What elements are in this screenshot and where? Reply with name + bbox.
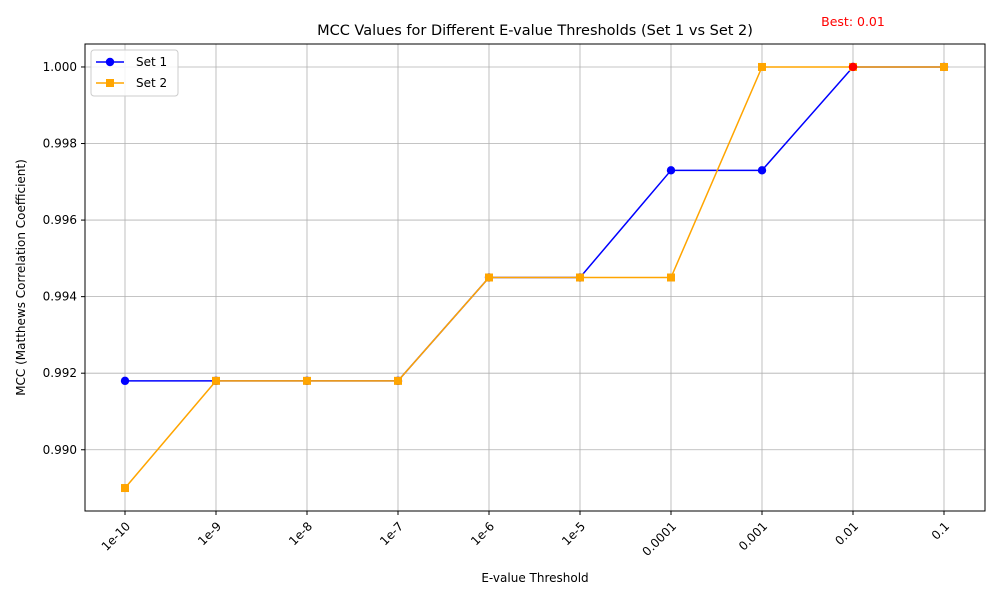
data-point [121,484,129,493]
series-line [124,66,944,489]
series-2 [121,62,948,493]
x-tick-label: 0.001 [736,519,770,553]
legend-marker [106,79,114,87]
x-tick-label: 1e-5 [559,519,588,548]
legend-item-2: Set 2 [96,76,167,90]
x-axis-label: E-value Threshold [481,571,588,585]
plot-area-frame [84,43,986,512]
y-tick-label: 0.994 [43,290,77,304]
data-point [758,62,766,71]
y-axis-label: MCC (Matthews Correlation Coefficient) [14,159,28,396]
best-annotation: Best: 0.01 [821,14,885,29]
chart-title: MCC Values for Different E-value Thresho… [317,23,753,39]
best-point [848,62,858,72]
x-tick-label: 1e-8 [286,519,315,548]
data-point [120,376,130,386]
x-tick-label: 1e-9 [195,519,224,548]
x-tick-label: 0.0001 [640,519,680,559]
y-tick-label: 0.998 [43,137,77,151]
data-point [666,166,676,175]
series-layer [120,62,949,493]
x-axis: 1e-10 1e-9 1e-8 1e-7 1e-6 1e-5 0.0001 0.001 0.01… [99,511,952,559]
series-1 [120,62,949,386]
legend-marker [105,57,115,67]
x-tick-label: 0.1 [929,519,952,542]
legend-item-1: Set 1 [96,55,167,69]
data-point [576,273,584,282]
data-point [394,376,402,385]
x-tick-label: 1e-6 [468,519,497,548]
data-point [757,166,767,175]
x-tick-label: 1e-10 [99,519,133,553]
legend: Set 1 Set 2 [90,49,179,97]
x-tick-label: 1e-7 [377,519,406,548]
y-tick-label: 0.996 [43,213,77,227]
y-axis: 0.990 0.992 0.994 0.996 0.998 1.000 [43,60,85,457]
legend-label: Set 1 [136,55,167,69]
data-point [485,273,493,282]
y-tick-label: 0.992 [43,366,77,380]
series-line [125,66,944,382]
y-tick-label: 1.000 [43,60,77,74]
legend-label: Set 2 [136,76,167,90]
data-point [212,376,220,385]
data-point [303,376,311,385]
x-tick-label: 0.01 [832,519,861,548]
data-point [940,62,948,71]
y-tick-label: 0.990 [43,443,77,457]
data-point [667,273,675,282]
